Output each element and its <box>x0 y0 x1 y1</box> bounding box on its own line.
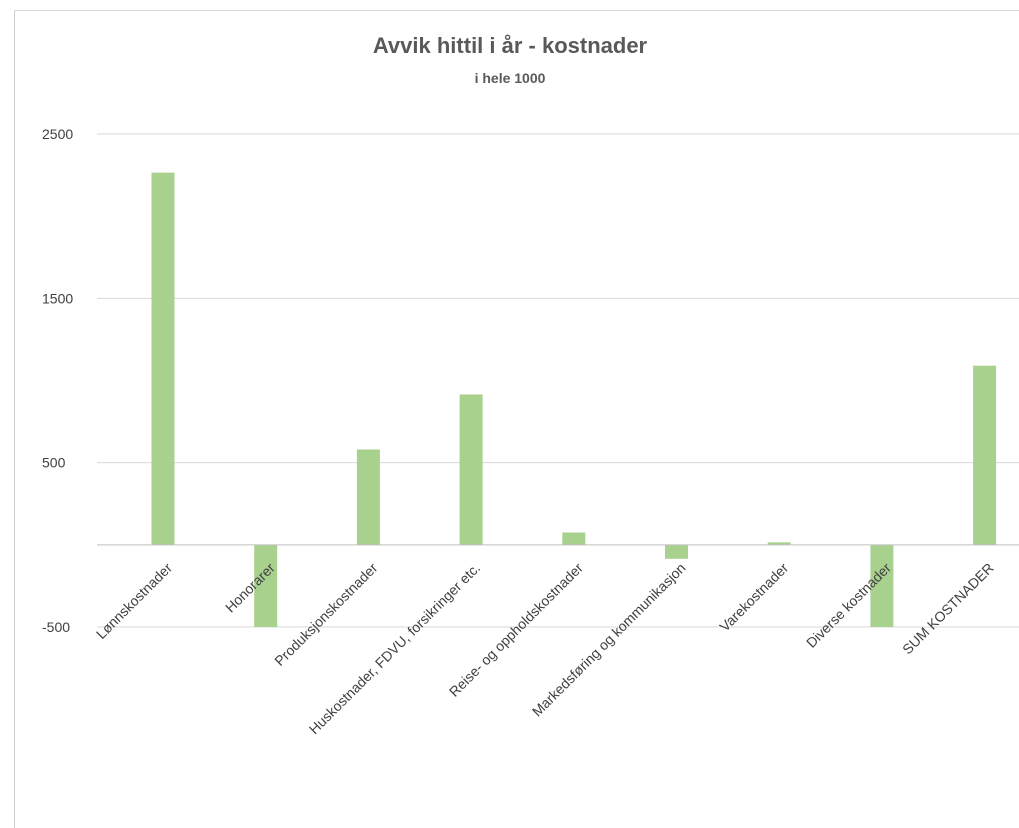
x-category-label: Produksjonskostnader <box>271 559 381 669</box>
x-category-label: Varekostnader <box>716 559 791 634</box>
bar <box>254 544 278 627</box>
y-tick-label: -500 <box>42 619 70 635</box>
x-category-label: Lønnskostnader <box>93 559 176 642</box>
y-axis-ticks: 2500 1500 500 -500 <box>42 126 73 635</box>
gridlines <box>97 133 1019 628</box>
chart-subtitle: i hele 1000 <box>475 70 546 86</box>
bar <box>973 365 997 545</box>
x-category-label: Huskostnader, FDVU, forsikringer etc. <box>306 560 483 737</box>
bars <box>151 172 997 627</box>
bar <box>665 544 688 559</box>
bar <box>767 542 791 545</box>
x-axis-labels: Lønnskostnader HonorarerProduksjonskostna… <box>93 559 997 737</box>
x-category-label: SUM KOSTNADER <box>899 560 997 658</box>
bar <box>562 532 586 545</box>
y-tick-label: 1500 <box>42 290 73 306</box>
y-tick-label: 500 <box>42 455 66 471</box>
chart-title: Avvik hittil i år - kostnader <box>373 33 648 58</box>
bar <box>151 172 175 545</box>
bar <box>870 544 894 627</box>
bar <box>459 394 483 545</box>
chart-frame <box>14 10 1019 828</box>
y-tick-label: 2500 <box>42 126 73 142</box>
bar <box>356 449 380 545</box>
